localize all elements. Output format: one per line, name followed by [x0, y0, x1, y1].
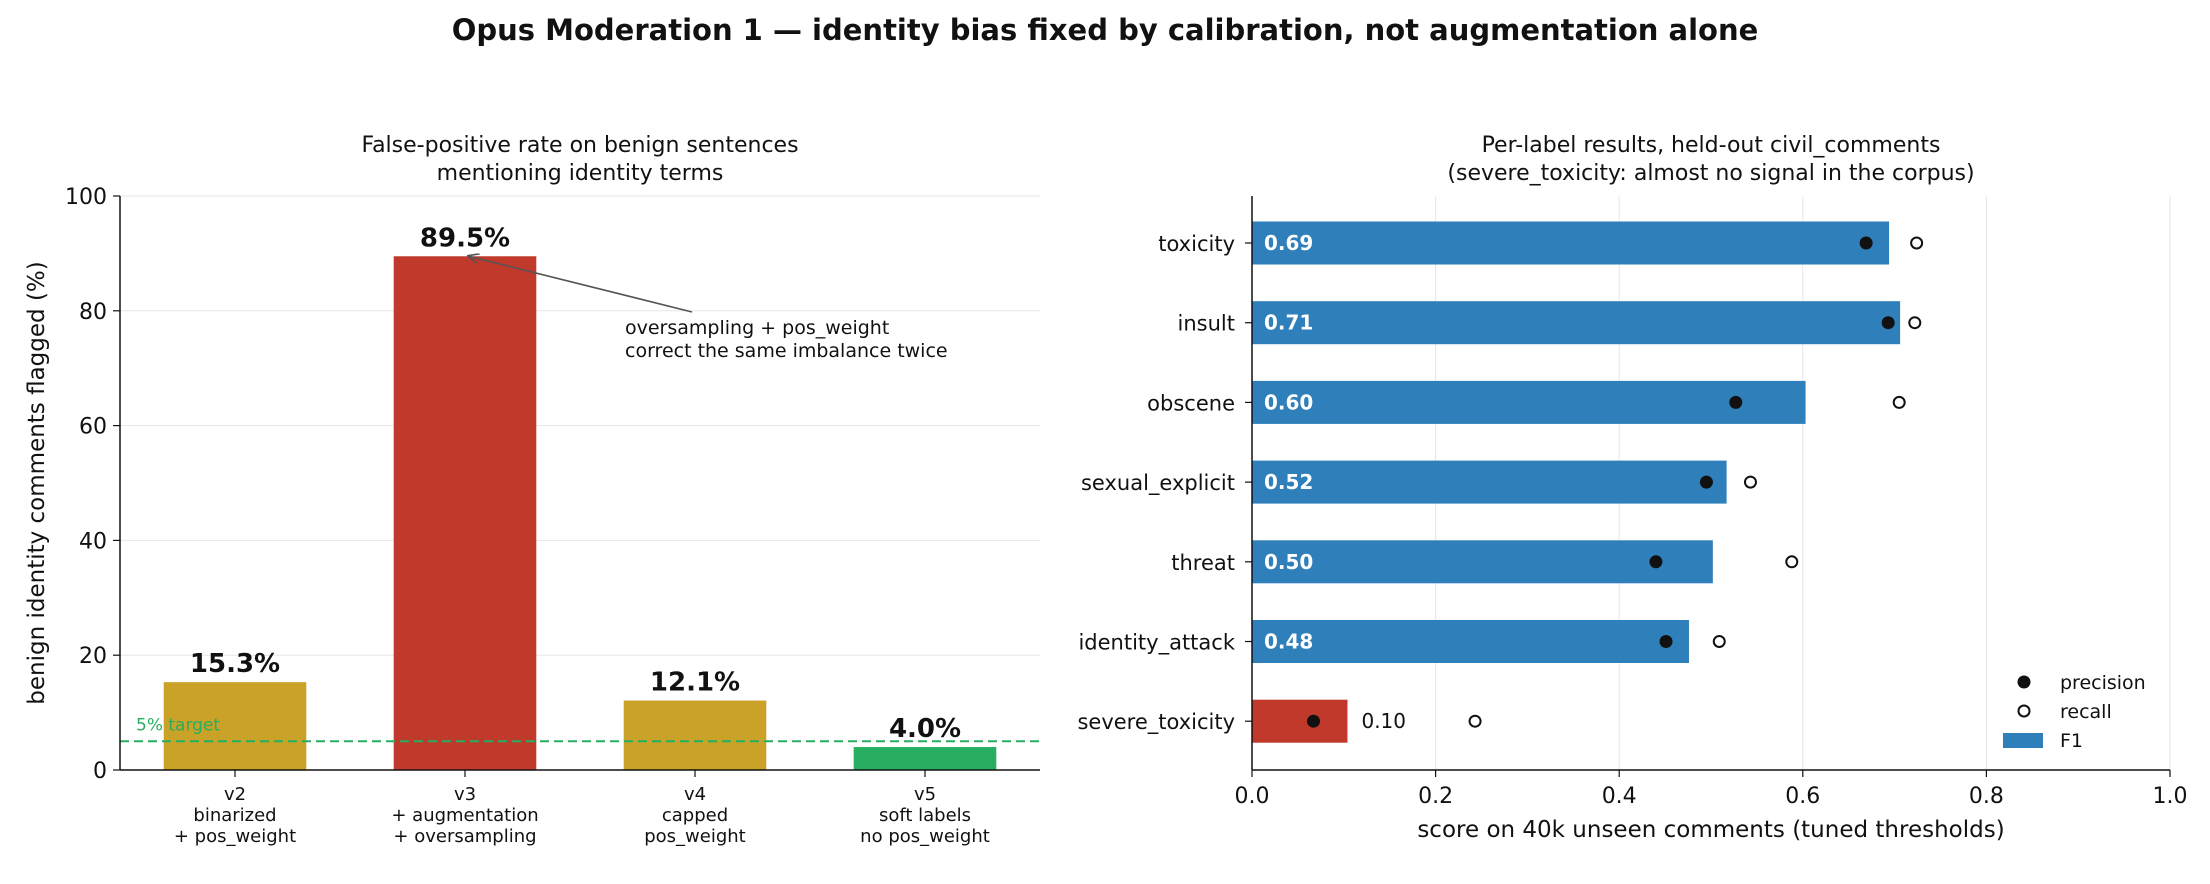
bar — [853, 747, 997, 770]
legend: precision recall F1 — [2003, 672, 2146, 752]
annotation-text-line: correct the same imbalance twice — [625, 340, 948, 362]
precision-point — [1659, 635, 1673, 648]
recall-point — [1908, 316, 1922, 330]
value-label: 0.50 — [1264, 550, 1313, 574]
target-label: 5% target — [136, 715, 220, 735]
legend-label: F1 — [2060, 730, 2083, 752]
precision-point — [1307, 714, 1321, 728]
x-tick-label-line: pos_weight — [644, 826, 746, 847]
x-tick-label: 0.4 — [1602, 784, 1637, 809]
y-tick-label: 100 — [65, 185, 107, 210]
y-tick-label: obscene — [1147, 391, 1235, 415]
bar — [623, 700, 767, 770]
bar — [1252, 301, 1901, 345]
annotation-arrow — [469, 256, 693, 313]
x-tick-label: 0.0 — [1235, 784, 1270, 809]
x-tick-label: v4 capped pos_weight — [644, 784, 746, 847]
y-tick-label: identity_attack — [1078, 631, 1235, 656]
y-axis-label: benign identity comments flagged (%) — [24, 261, 50, 704]
precision-point — [1859, 236, 1873, 250]
precision-point — [1881, 316, 1895, 330]
y-tick-label: sexual_explicit — [1081, 471, 1235, 496]
chart-title: False-positive rate on benign sentences m… — [361, 133, 798, 186]
y-tick-label: 0 — [93, 759, 107, 784]
x-tick-label-line: + oversampling — [393, 826, 536, 847]
recall-point — [1743, 475, 1757, 489]
precision-point — [1699, 475, 1713, 489]
x-tick-label-line: v4 — [684, 784, 706, 805]
bar — [1252, 460, 1727, 504]
value-label: 0.69 — [1264, 231, 1313, 255]
x-tick-label-line: + augmentation — [391, 805, 538, 826]
recall-point — [1468, 714, 1482, 728]
chart-title: Per-label results, held-out civil_commen… — [1447, 133, 1974, 186]
value-label: 0.52 — [1264, 470, 1313, 494]
x-tick-label-line: v2 — [224, 784, 246, 805]
y-tick-label: 80 — [79, 300, 107, 325]
chart-title-line: False-positive rate on benign sentences — [361, 133, 798, 158]
bar — [163, 682, 307, 770]
x-tick-label-line: binarized — [193, 805, 276, 826]
y-tick-label: severe_toxicity — [1077, 710, 1235, 735]
legend-label: recall — [2060, 701, 2112, 723]
recall-point — [1785, 555, 1799, 569]
chart-title-line: Per-label results, held-out civil_commen… — [1482, 133, 1941, 158]
value-label: 0.71 — [1264, 311, 1313, 335]
legend-f1-swatch — [2003, 733, 2043, 748]
bar — [1252, 540, 1713, 584]
x-tick-label-line: v3 — [454, 784, 476, 805]
x-axis-label: score on 40k unseen comments (tuned thre… — [1417, 817, 2004, 843]
value-label: 0.10 — [1361, 709, 1406, 733]
value-label: 4.0% — [889, 714, 961, 744]
x-tick-label: v2 binarized + pos_weight — [174, 784, 296, 847]
bar — [1252, 620, 1689, 663]
value-label: 12.1% — [650, 668, 740, 698]
legend-label: precision — [2060, 672, 2146, 694]
precision-point — [1649, 555, 1663, 569]
x-tick-label: 1.0 — [2153, 784, 2188, 809]
value-label: 15.3% — [190, 649, 280, 679]
x-tick-label-line: no pos_weight — [860, 826, 990, 847]
legend-recall-marker — [2017, 704, 2031, 718]
recall-point — [1892, 395, 1906, 409]
y-tick-label: threat — [1171, 551, 1235, 575]
x-tick-label: 0.6 — [1785, 784, 1820, 809]
x-tick-label: 0.2 — [1418, 784, 1453, 809]
x-tick-label: v5 soft labels no pos_weight — [860, 784, 990, 847]
y-tick-label: 20 — [79, 644, 107, 669]
chart-title-line: mentioning identity terms — [437, 161, 724, 186]
precision-point — [1729, 395, 1743, 409]
figure-title: Opus Moderation 1 — identity bias fixed … — [452, 13, 1759, 47]
x-tick-label: 0.8 — [1969, 784, 2004, 809]
value-label: 0.60 — [1264, 390, 1313, 414]
bar — [1252, 221, 1890, 265]
y-tick-label: 40 — [79, 529, 107, 554]
value-label: 89.5% — [420, 223, 510, 253]
fp-rate-chart: False-positive rate on benign sentences m… — [24, 133, 1040, 847]
recall-point — [1712, 635, 1726, 648]
bar — [1252, 699, 1348, 743]
bar — [393, 256, 537, 770]
y-tick-label: insult — [1178, 312, 1235, 336]
per-label-chart: Per-label results, held-out civil_commen… — [1077, 133, 2187, 843]
annotation-text-line: oversampling + pos_weight — [625, 317, 889, 339]
legend-precision-marker — [2017, 675, 2031, 689]
chart-title-line: (severe_toxicity: almost no signal in th… — [1447, 161, 1974, 186]
x-tick-label-line: v5 — [914, 784, 936, 805]
annotation-text: oversampling + pos_weight correct the sam… — [625, 317, 948, 362]
x-tick-label-line: + pos_weight — [174, 826, 296, 847]
y-tick-label: toxicity — [1158, 232, 1235, 256]
bar — [1252, 380, 1806, 424]
x-tick-label-line: soft labels — [879, 805, 971, 826]
y-tick-label: 60 — [79, 415, 107, 440]
x-tick-label: v3 + augmentation + oversampling — [391, 784, 538, 847]
value-label: 0.48 — [1264, 630, 1313, 654]
recall-point — [1910, 236, 1924, 250]
x-tick-label-line: capped — [662, 805, 728, 826]
